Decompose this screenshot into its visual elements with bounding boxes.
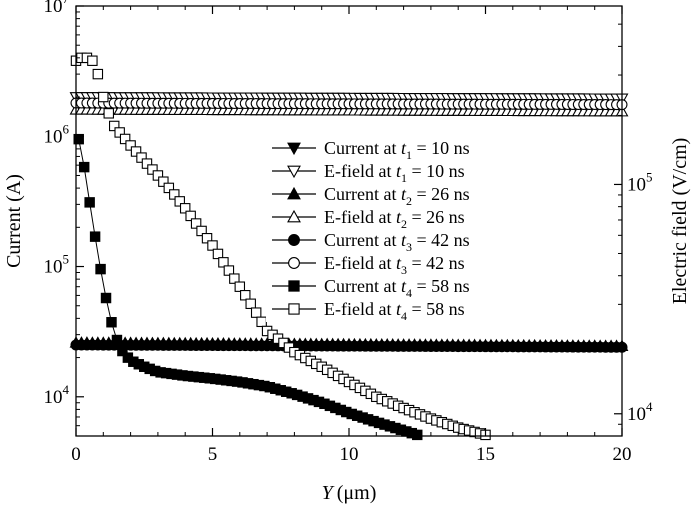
data-point <box>163 182 175 194</box>
legend-item: E-field at t2 = 26 ns <box>272 207 465 231</box>
data-point <box>89 231 101 242</box>
data-point <box>256 316 267 328</box>
legend-label: Current at t2 = 26 ns <box>324 184 470 208</box>
data-point <box>106 317 117 328</box>
legend-item: E-field at t3 = 42 ns <box>272 253 465 277</box>
x-axis-label-unit: (μm) <box>337 482 377 504</box>
data-point <box>174 196 185 207</box>
data-point <box>152 170 164 181</box>
x-axis-label-var: Y <box>322 482 335 504</box>
legend-label: Current at t4 = 58 ns <box>324 276 470 300</box>
data-point <box>179 203 191 214</box>
data-point <box>119 133 131 145</box>
y-left-tick-label: 107 <box>44 0 70 17</box>
legend-item: Current at t3 = 42 ns <box>272 230 470 254</box>
y-right-tick-label: 105 <box>627 169 653 195</box>
legend-marker <box>288 234 300 246</box>
data-point <box>169 189 180 200</box>
legend-marker <box>287 186 301 200</box>
data-point <box>87 55 98 66</box>
x-tick-label: 20 <box>613 444 632 465</box>
y-left-tick-label: 106 <box>44 121 70 147</box>
data-point <box>78 161 90 173</box>
data-point <box>196 225 207 237</box>
data-point <box>95 263 106 275</box>
x-axis-label: Y (μm) <box>322 482 377 504</box>
data-point <box>218 257 229 268</box>
x-tick-label: 10 <box>340 444 359 465</box>
legend-label: Current at t3 = 42 ns <box>324 230 470 254</box>
legend-item: Current at t4 = 58 ns <box>272 276 470 300</box>
data-point <box>250 307 262 318</box>
data-point <box>201 233 213 244</box>
x-tick-label: 0 <box>71 444 81 465</box>
legend-marker <box>287 142 301 156</box>
legend-item: E-field at t4 = 58 ns <box>272 299 465 323</box>
data-point <box>103 108 114 119</box>
legend-item: Current at t2 = 26 ns <box>272 184 470 208</box>
data-point <box>98 91 109 103</box>
data-point <box>111 334 123 346</box>
legend-item: Current at t1 = 10 ns <box>272 138 470 162</box>
legend-label: E-field at t2 = 26 ns <box>324 207 465 231</box>
series-6 <box>70 97 628 111</box>
y-axis-label-left: Current (A) <box>3 174 25 268</box>
data-point <box>136 152 147 163</box>
legend-item: E-field at t1 = 10 ns <box>272 161 465 185</box>
legend-label: E-field at t3 = 42 ns <box>324 253 465 277</box>
data-point <box>223 265 235 276</box>
y-left-tick-label: 105 <box>44 252 70 278</box>
legend-marker <box>288 303 300 315</box>
legend-marker <box>288 280 300 292</box>
data-point <box>234 281 246 292</box>
legend-marker <box>287 165 301 179</box>
legend-background <box>266 134 544 322</box>
data-point <box>141 158 153 169</box>
data-point <box>114 127 125 138</box>
y-left-tick-label: 104 <box>44 382 70 408</box>
data-point <box>130 146 142 157</box>
data-point <box>158 176 169 187</box>
data-point <box>412 429 423 441</box>
data-point <box>185 210 196 222</box>
legend-label: E-field at t4 = 58 ns <box>324 299 465 323</box>
data-point <box>92 68 104 80</box>
legend-label: E-field at t1 = 10 ns <box>324 161 465 185</box>
data-point <box>212 248 224 260</box>
data-point <box>229 273 240 284</box>
data-point <box>73 133 84 145</box>
legend-marker <box>287 209 301 223</box>
data-point <box>125 140 136 151</box>
series-8 <box>70 52 491 441</box>
data-point <box>207 240 218 251</box>
data-point <box>100 292 112 304</box>
data-point <box>117 345 128 357</box>
legend-label: Current at t1 = 10 ns <box>324 138 470 162</box>
y-right-tick-label: 104 <box>627 399 653 425</box>
x-tick-label: 15 <box>476 444 495 465</box>
series-7 <box>73 133 423 441</box>
legend-marker <box>288 257 300 269</box>
y-axis-label-right: Electric field (V/cm) <box>669 138 691 305</box>
data-point <box>84 197 95 208</box>
series-5 <box>70 339 628 353</box>
data-point <box>190 218 202 229</box>
data-point <box>245 298 256 310</box>
data-point <box>147 164 158 175</box>
data-point <box>240 290 251 301</box>
data-point <box>108 120 120 132</box>
x-tick-label: 5 <box>208 444 218 465</box>
